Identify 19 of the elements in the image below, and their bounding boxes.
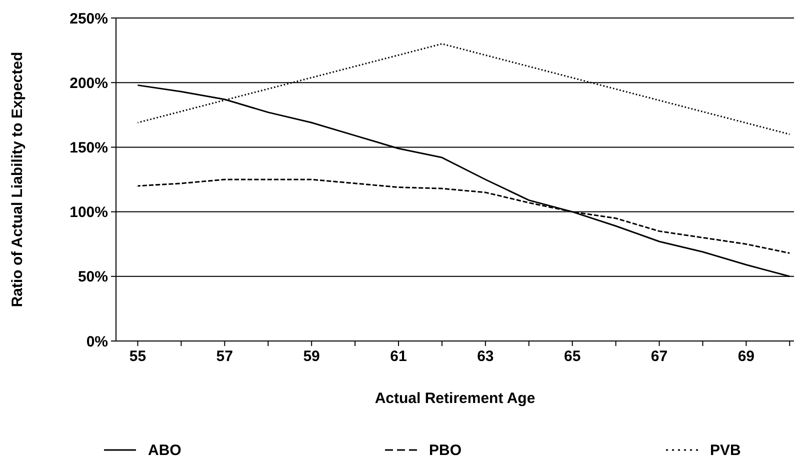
x-tick-label: 65 [564,348,581,365]
legend-label: PBO [429,442,462,459]
y-tick-label: 250% [70,10,108,28]
x-tick-label: 61 [390,348,407,365]
y-tick-label: 150% [70,139,108,156]
x-axis-title: Actual Retirement Age [374,390,536,407]
y-tick-label: 100% [70,204,108,222]
x-tick-label: 67 [650,348,668,365]
x-tick-label: 59 [303,348,320,365]
x-tick-label: 57 [216,348,233,365]
y-tick-label: 200% [70,74,108,92]
y-tick-label: 0% [86,333,108,350]
x-tick-label: 63 [477,348,494,365]
y-tick-label: 50% [78,268,108,286]
legend-label: ABO [148,442,182,459]
y-axis-title: Ratio of Actual Liability to Expected [9,52,26,308]
x-tick-label: 69 [738,348,755,365]
x-tick-label: 55 [129,348,146,365]
legend-label: PVB [710,442,742,459]
